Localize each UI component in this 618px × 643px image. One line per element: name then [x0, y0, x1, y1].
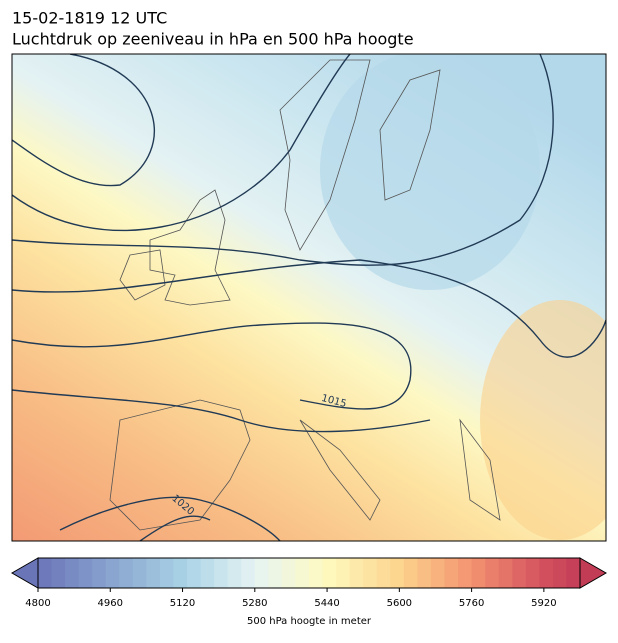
colorbar-segment [376, 558, 391, 588]
colorbar-extend [579, 557, 608, 589]
colorbar-tick-label: 4800 [25, 598, 50, 609]
colorbar-segment [214, 558, 229, 588]
colorbar-label: 500 hPa hoogte in meter [247, 616, 372, 627]
colorbar-segment [390, 558, 405, 588]
colorbar-tick-label: 5280 [242, 598, 267, 609]
colorbar-segment [512, 558, 527, 588]
colorbar-segment [322, 558, 337, 588]
colorbar-segment [227, 558, 242, 588]
colorbar-segment [241, 558, 256, 588]
colorbar-segment [187, 558, 202, 588]
colorbar-segment [566, 558, 581, 588]
map: 1015 1020 [12, 54, 606, 541]
colorbar-segment [173, 558, 188, 588]
colorbar-segment [65, 558, 80, 588]
subtitle: Luchtdruk op zeeniveau in hPa en 500 hPa… [12, 30, 414, 49]
colorbar-segment [525, 558, 540, 588]
colorbar-segment [119, 558, 134, 588]
colorbar-segment [105, 558, 120, 588]
colorbar-tick-label: 5600 [387, 598, 412, 609]
map-frame [11, 53, 607, 542]
colorbar-segment [78, 558, 93, 588]
colorbar-segment [417, 558, 432, 588]
colorbar-segment [281, 558, 296, 588]
colorbar-frame [37, 557, 581, 589]
colorbar-segment [132, 558, 147, 588]
colorbar-tick-label: 5120 [170, 598, 195, 609]
colorbar-segment [458, 558, 473, 588]
colorbar-segment [92, 558, 107, 588]
colorbar-tick-label: 5920 [531, 598, 556, 609]
colorbar-segment [363, 558, 378, 588]
colorbar-segment [336, 558, 351, 588]
colorbar: 4800 4960 5120 5280 5440 5600 5760 5920 [10, 557, 608, 609]
colorbar-segment [254, 558, 269, 588]
colorbar-segment [498, 558, 513, 588]
colorbar-segment [349, 558, 364, 588]
colorbar-segment [471, 558, 486, 588]
title: 15-02-1819 12 UTC [12, 9, 167, 28]
colorbar-segment [444, 558, 459, 588]
colorbar-segment [268, 558, 283, 588]
colorbar-segment [403, 558, 418, 588]
colorbar-segment [430, 558, 445, 588]
colorbar-segment [485, 558, 500, 588]
colorbar-segment [309, 558, 324, 588]
colorbar-tick-label: 5760 [459, 598, 484, 609]
colorbar-extend [10, 557, 39, 589]
colorbar-segment [295, 558, 310, 588]
colorbar-segment [51, 558, 66, 588]
colorbar-segment [146, 558, 161, 588]
colorbar-segment [200, 558, 215, 588]
colorbar-segment [552, 558, 567, 588]
colorbar-tick-label: 4960 [98, 598, 123, 609]
colorbar-segment [539, 558, 554, 588]
colorbar-segment [159, 558, 174, 588]
colorbar-tick-label: 5440 [314, 598, 339, 609]
colorbar-segment [38, 558, 53, 588]
